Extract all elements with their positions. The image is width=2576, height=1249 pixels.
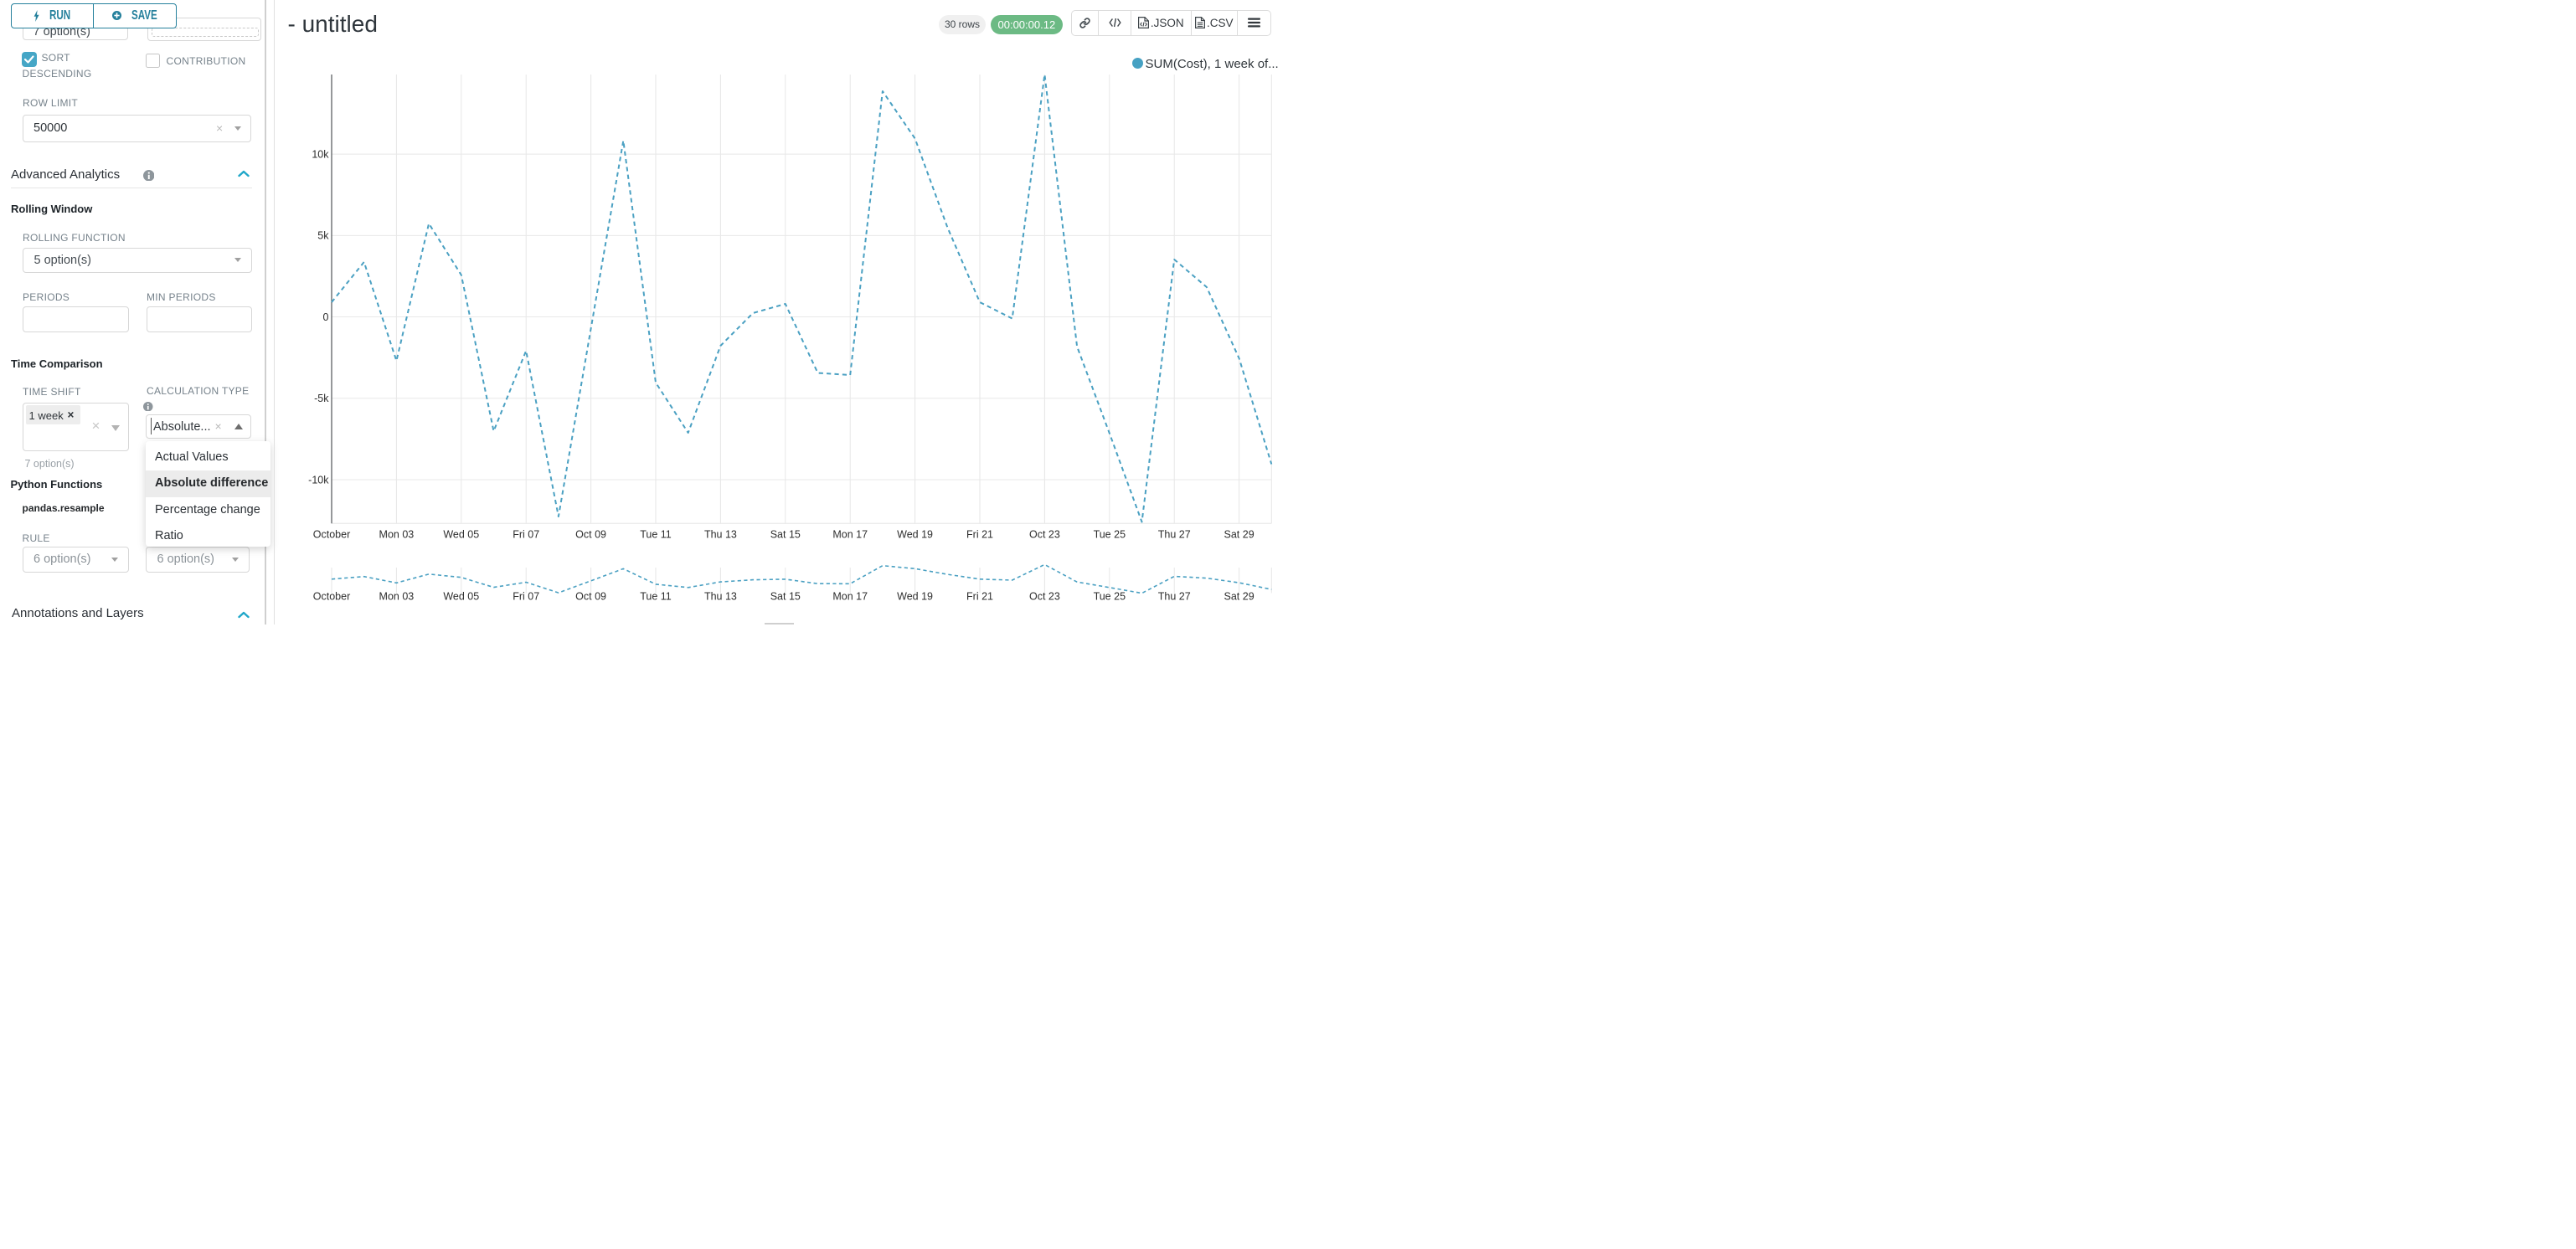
- svg-text:Sat 29: Sat 29: [1224, 591, 1255, 603]
- svg-text:Fri 07: Fri 07: [513, 529, 539, 541]
- svg-text:Oct 23: Oct 23: [1029, 591, 1060, 603]
- svg-text:Mon 17: Mon 17: [832, 529, 868, 541]
- svg-text:-5k: -5k: [314, 393, 329, 404]
- svg-text:Thu 27: Thu 27: [1158, 529, 1191, 541]
- svg-text:Oct 23: Oct 23: [1029, 529, 1060, 541]
- svg-text:Tue 25: Tue 25: [1094, 591, 1126, 603]
- svg-text:Oct 09: Oct 09: [575, 591, 606, 603]
- svg-text:5k: 5k: [317, 230, 329, 242]
- svg-text:Mon 03: Mon 03: [379, 591, 415, 603]
- svg-text:Tue 11: Tue 11: [640, 591, 672, 603]
- svg-text:October: October: [313, 591, 350, 603]
- svg-text:Sat 15: Sat 15: [770, 591, 801, 603]
- svg-text:Wed 19: Wed 19: [897, 591, 933, 603]
- svg-text:Thu 13: Thu 13: [704, 591, 737, 603]
- svg-text:Sat 29: Sat 29: [1224, 529, 1255, 541]
- svg-text:-10k: -10k: [308, 474, 329, 486]
- svg-text:Sat 15: Sat 15: [770, 529, 801, 541]
- svg-text:Oct 09: Oct 09: [575, 529, 606, 541]
- svg-text:October: October: [313, 529, 350, 541]
- svg-text:Fri 07: Fri 07: [513, 591, 539, 603]
- svg-text:Mon 03: Mon 03: [379, 529, 415, 541]
- svg-text:Wed 05: Wed 05: [443, 529, 479, 541]
- svg-text:10k: 10k: [312, 148, 329, 160]
- svg-text:Wed 05: Wed 05: [443, 591, 479, 603]
- svg-text:Mon 17: Mon 17: [832, 591, 868, 603]
- svg-text:Tue 11: Tue 11: [640, 529, 672, 541]
- svg-text:Wed 19: Wed 19: [897, 529, 933, 541]
- svg-text:0: 0: [323, 311, 329, 323]
- svg-text:Thu 27: Thu 27: [1158, 591, 1191, 603]
- svg-text:Fri 21: Fri 21: [966, 591, 993, 603]
- svg-text:Thu 13: Thu 13: [704, 529, 737, 541]
- svg-text:Fri 21: Fri 21: [966, 529, 993, 541]
- svg-text:Tue 25: Tue 25: [1094, 529, 1126, 541]
